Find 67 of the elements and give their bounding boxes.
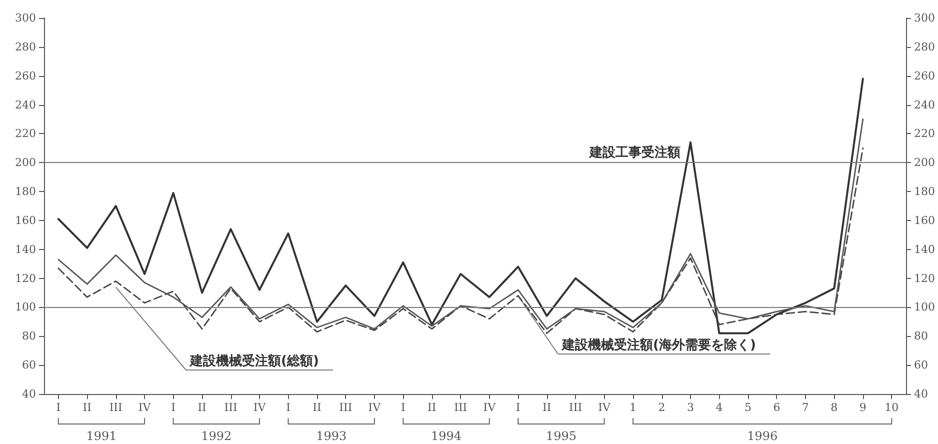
x-tick-label: I: [516, 401, 520, 414]
y2-tick-label: 260: [914, 69, 936, 82]
x-tick-label: IV: [483, 401, 497, 414]
y-tick-label: 160: [15, 214, 36, 227]
x-tick-label: II: [312, 401, 322, 414]
text: 1995: [546, 429, 576, 443]
x-tick-label: I: [286, 401, 290, 414]
text: 1994: [430, 429, 462, 443]
x-tick-label: III: [109, 401, 122, 414]
y-tick-label: 300: [15, 12, 36, 24]
y2-tick-label: 140: [914, 242, 936, 256]
y-tick-label: 100: [15, 300, 36, 314]
y-tick-label: 240: [15, 98, 36, 112]
x-tick-label: I: [400, 401, 406, 414]
series-label: 建設工事受注額: [588, 144, 681, 160]
y2-tick-label: 280: [914, 40, 936, 54]
y2-tick-label: 220: [914, 127, 936, 140]
x-tick-label: I: [56, 401, 61, 414]
y-tick-label: 80: [22, 330, 36, 343]
x-tick-label: III: [339, 401, 352, 414]
y-tick-label: 200: [15, 156, 36, 170]
x-tick-label: II: [428, 401, 436, 414]
x-tick-label: IV: [598, 401, 612, 414]
y2-tick-label: 60: [914, 358, 928, 372]
x-tick-label: 1: [630, 401, 637, 414]
x-tick-label: III: [454, 401, 468, 414]
x-tick-label: I: [171, 401, 176, 414]
y-tick-label: 180: [15, 185, 36, 198]
x-tick-label: 4: [716, 401, 723, 414]
x-tick-label: II: [82, 401, 92, 414]
y-tick-label: 60: [22, 358, 36, 372]
y2-tick-label: 80: [914, 330, 928, 343]
y-tick-label: 260: [15, 69, 36, 82]
y-tick-label: 220: [15, 127, 36, 140]
text: 1992: [201, 429, 232, 443]
y2-tick-label: 200: [914, 156, 936, 170]
x-tick-label: 3: [687, 401, 694, 414]
y2-tick-label: 120: [914, 272, 936, 285]
x-tick-label: 5: [744, 401, 752, 414]
x-tick-label: IV: [138, 401, 152, 414]
x-tick-label: 6: [773, 401, 780, 414]
y2-tick-label: 240: [914, 98, 936, 112]
y2-tick-label: 40: [914, 388, 928, 400]
x-tick-label: IV: [368, 401, 382, 414]
x-tick-label: II: [542, 401, 552, 414]
text: 1996: [747, 429, 778, 443]
text: 1993: [316, 429, 347, 443]
x-tick-label: 8: [830, 401, 838, 414]
y2-tick-label: 160: [914, 214, 936, 227]
series-label: 建設機械受注額(海外需要を除く): [561, 337, 756, 353]
text: 1991: [86, 429, 117, 443]
x-tick-label: 9: [859, 401, 866, 414]
x-tick-label: 2: [658, 401, 666, 414]
y-tick-label: 140: [15, 242, 36, 256]
x-tick-label: III: [224, 401, 238, 414]
x-tick-label: IV: [253, 401, 267, 414]
x-tick-label: 7: [802, 401, 809, 414]
y-tick-label: 40: [22, 388, 36, 400]
y2-tick-label: 100: [914, 300, 936, 314]
x-tick-label: III: [569, 401, 582, 414]
y-tick-label: 120: [15, 272, 36, 285]
x-tick-label: II: [198, 401, 206, 414]
y2-tick-label: 300: [914, 12, 936, 24]
x-tick-label: 10: [884, 401, 899, 414]
y-tick-label: 280: [15, 40, 36, 54]
y2-tick-label: 180: [914, 185, 936, 198]
series-label: 建設機械受注額(総額): [189, 353, 319, 369]
